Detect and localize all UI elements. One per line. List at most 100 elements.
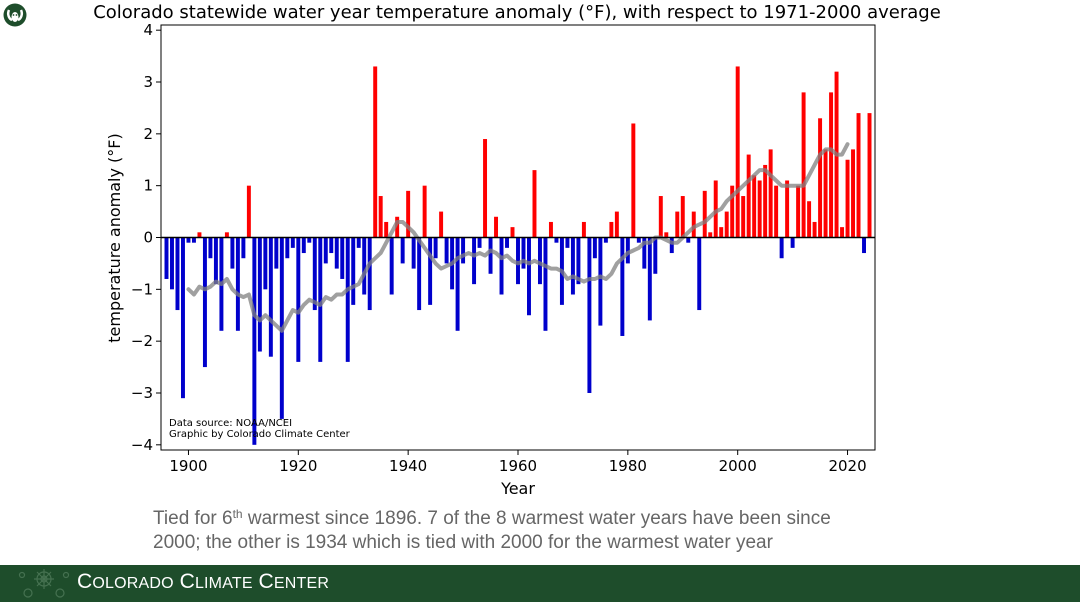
bar-2007 — [774, 185, 779, 238]
y-tick-label: −2 — [131, 332, 153, 350]
bar-1992 — [691, 211, 696, 238]
bar-2017 — [829, 92, 834, 238]
bar-1932 — [362, 237, 367, 295]
bar-1983 — [642, 237, 647, 269]
caption-text: warmest since 1896. 7 of the 8 warmest w… — [242, 508, 831, 529]
bar-1919 — [290, 237, 295, 248]
bar-1986 — [658, 196, 663, 238]
bar-1937 — [389, 237, 394, 295]
bar-1914 — [263, 237, 268, 290]
bar-1964 — [537, 237, 542, 285]
bar-1950 — [461, 237, 466, 264]
bar-1910 — [241, 237, 246, 259]
chart: Colorado statewide water year temperatur… — [93, 2, 941, 498]
bar-1915 — [268, 237, 273, 357]
csu-ram-logo-icon — [1, 1, 29, 29]
bar-2019 — [840, 227, 845, 238]
bar-1945 — [433, 237, 438, 259]
bar-1918 — [285, 237, 290, 259]
bar-2016 — [823, 149, 828, 238]
bar-2003 — [752, 175, 757, 238]
bar-1954 — [483, 139, 488, 238]
x-tick-label: 1980 — [609, 457, 647, 475]
bar-1998 — [724, 211, 729, 238]
x-axis-label: Year — [500, 479, 535, 498]
bar-1987 — [664, 232, 669, 238]
bar-2000 — [735, 66, 740, 238]
bar-1963 — [532, 170, 537, 238]
credit-annotation: Graphic by Colorado Climate Center — [169, 429, 351, 440]
bar-1904 — [208, 237, 213, 259]
bar-1933 — [367, 237, 372, 311]
brand-word: ENTER — [273, 575, 330, 592]
bar-2020 — [845, 159, 850, 238]
brand-word: OLORADO — [92, 575, 174, 592]
bar-1934 — [373, 66, 378, 238]
bar-1982 — [636, 237, 641, 243]
bar-2009 — [785, 180, 790, 238]
bar-1905 — [213, 237, 218, 285]
bar-2014 — [812, 221, 817, 238]
brand-initial: C — [77, 570, 93, 593]
bar-1952 — [472, 237, 477, 285]
bar-1926 — [329, 237, 334, 254]
x-tick-label: 2000 — [719, 457, 757, 475]
source-annotation: Data source: NOAA/NCEI — [169, 418, 292, 429]
bar-2005 — [763, 164, 768, 238]
bar-1955 — [488, 237, 493, 274]
x-tick-label: 1960 — [499, 457, 537, 475]
bar-1935 — [378, 196, 383, 238]
bar-2004 — [757, 180, 762, 238]
bar-1896 — [164, 237, 169, 279]
bar-1972 — [581, 221, 586, 238]
bar-1936 — [384, 221, 389, 238]
bar-1981 — [631, 123, 636, 238]
y-tick-label: 0 — [143, 229, 153, 247]
brand-initial: C — [258, 570, 274, 593]
bar-1909 — [235, 237, 240, 331]
bar-1922 — [307, 237, 312, 243]
bar-1900 — [186, 237, 191, 243]
x-tick-label: 1940 — [389, 457, 427, 475]
bar-1916 — [274, 237, 279, 269]
bar-1967 — [554, 237, 559, 243]
bar-2013 — [807, 201, 812, 238]
bar-1931 — [356, 237, 361, 248]
bar-1953 — [477, 237, 482, 248]
y-tick-label: −4 — [131, 436, 153, 454]
bar-2010 — [790, 237, 795, 248]
bar-1947 — [444, 237, 449, 264]
y-tick-label: 3 — [143, 73, 153, 91]
bar-1990 — [680, 196, 685, 238]
brand-name: COLORADO CLIMATE CENTER — [77, 570, 329, 594]
y-tick-label: −1 — [131, 280, 153, 298]
bar-1903 — [202, 237, 207, 368]
bar-1966 — [548, 221, 553, 238]
bar-1902 — [197, 232, 202, 238]
x-tick-label: 2020 — [828, 457, 866, 475]
bar-1956 — [494, 216, 499, 238]
caption-text: Tied for 6 — [153, 508, 233, 529]
bar-1989 — [675, 211, 680, 238]
bar-1907 — [224, 232, 229, 238]
bar-1940 — [406, 190, 411, 238]
bar-1994 — [702, 190, 707, 238]
x-tick-label: 1900 — [169, 457, 207, 475]
bar-1908 — [230, 237, 235, 269]
caption-superscript: th — [232, 507, 243, 521]
bar-1912 — [252, 237, 257, 445]
bar-1999 — [730, 185, 735, 238]
bar-1930 — [351, 237, 356, 305]
caption-line-1: Tied for 6th warmest since 1896. 7 of th… — [153, 507, 913, 531]
caption-line-2: 2000; the other is 1934 which is tied wi… — [153, 532, 773, 553]
bar-2015 — [818, 118, 823, 238]
bar-1923 — [312, 237, 317, 311]
bar-1965 — [543, 237, 548, 331]
bar-2001 — [741, 196, 746, 238]
bar-1959 — [510, 227, 515, 238]
bar-1979 — [620, 237, 625, 336]
bar-2012 — [801, 92, 806, 238]
bar-1949 — [455, 237, 460, 331]
bar-1928 — [340, 237, 345, 279]
bar-1942 — [417, 237, 422, 311]
